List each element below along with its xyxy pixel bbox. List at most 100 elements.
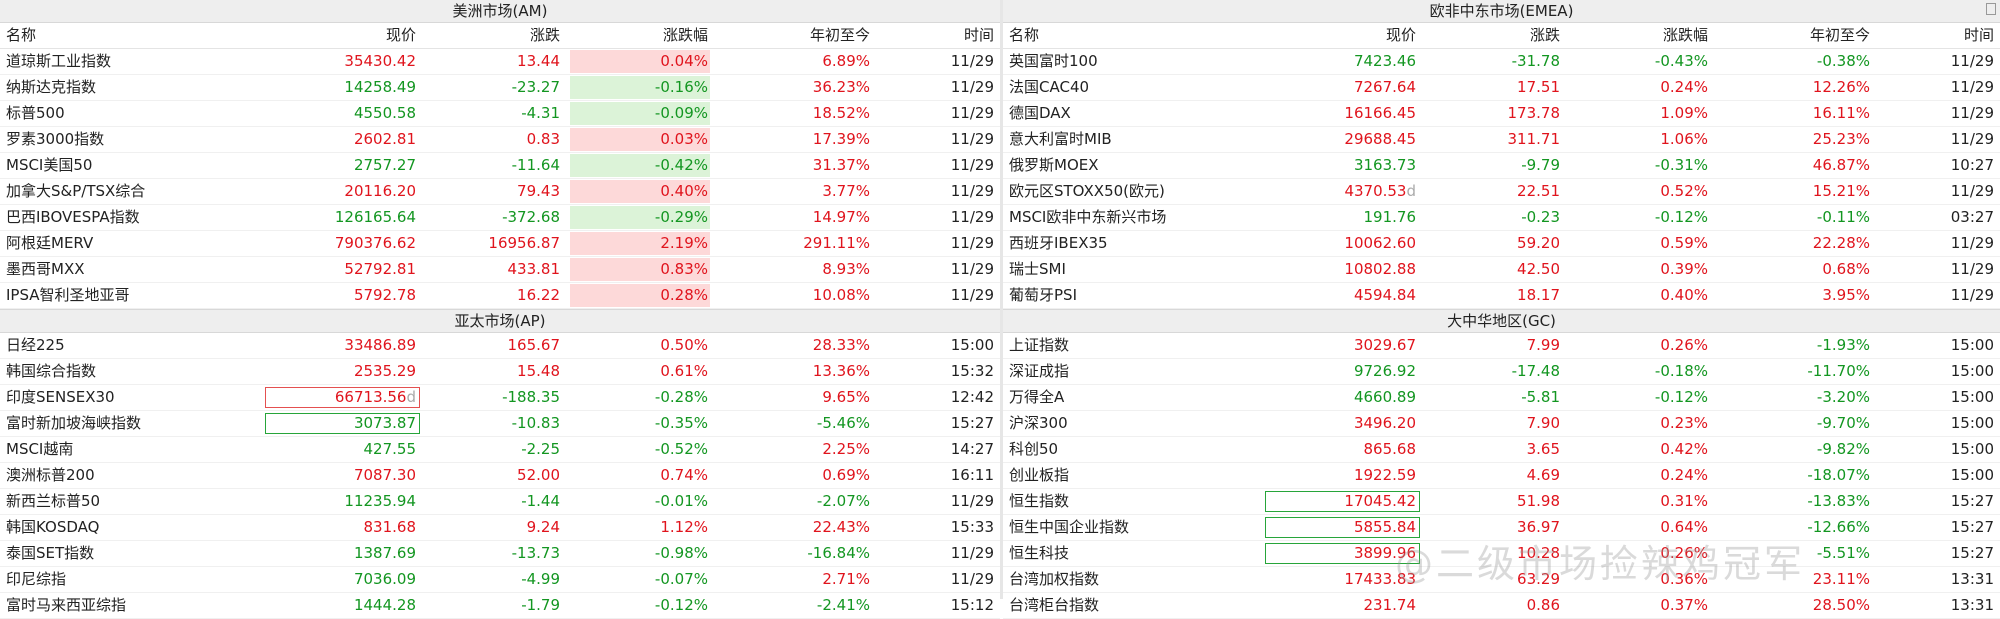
table-row[interactable]: 英国富时100 7423.46 -31.78 -0.43% -0.38% 11/29 [1003, 49, 2000, 75]
cell-time: 11/29 [950, 286, 994, 304]
cell-time: 15:00 [1950, 336, 1994, 354]
cell-name: 印尼综指 [6, 570, 67, 588]
cell-price: 11235.94 [344, 492, 416, 510]
cell-time: 15:00 [1950, 414, 1994, 432]
cell-name: 印度SENSEX30 [6, 388, 115, 406]
header-price[interactable]: 现价 [1385, 26, 1416, 44]
table-row[interactable]: 富时新加坡海峡指数 3073.87 -10.83 -0.35% -5.46% 15:27 [0, 411, 1000, 437]
header-name[interactable]: 名称 [1009, 26, 1040, 44]
header-name[interactable]: 名称 [6, 26, 37, 44]
table-row[interactable]: 欧元区STOXX50(欧元) 4370.53d 22.51 0.52% 15.21% 11… [1003, 179, 2000, 205]
table-row[interactable]: 富时马来西亚综指 1444.28 -1.79 -0.12% -2.41% 15:12 [0, 593, 1000, 619]
cell-name: 台湾柜台指数 [1009, 596, 1100, 614]
cell-time: 11/29 [950, 52, 994, 70]
cell-time: 15:27 [1950, 544, 1994, 562]
table-row[interactable]: 恒生指数 17045.42 51.98 0.31% -13.83% 15:27 [1003, 489, 2000, 515]
header-time[interactable]: 时间 [1963, 26, 1994, 44]
cell-change: 7.99 [1526, 336, 1560, 354]
left-panel: 美洲市场(AM) 名称 现价 涨跌 涨跌幅 年初至今 时间 道琼斯工业指数 354… [0, 0, 1000, 619]
cell-price: 191.76 [1363, 208, 1417, 226]
table-row[interactable]: 阿根廷MERV 790376.62 16956.87 2.19% 291.11% 11/2… [0, 231, 1000, 257]
cell-pct: 0.83% [660, 260, 708, 278]
price-flash-box [265, 387, 420, 408]
table-row[interactable]: 日经225 33486.89 165.67 0.50% 28.33% 15:00 [0, 333, 1000, 359]
price-flash-box [1265, 543, 1420, 564]
table-row[interactable]: MSCI越南 427.55 -2.25 -0.52% 2.25% 14:27 [0, 437, 1000, 463]
table-row[interactable]: 法国CAC40 7267.64 17.51 0.24% 12.26% 11/29 [1003, 75, 2000, 101]
table-row[interactable]: 恒生中国企业指数 5855.84 36.97 0.64% -12.66% 15:27 [1003, 515, 2000, 541]
table-row[interactable]: 创业板指 1922.59 4.69 0.24% -18.07% 15:00 [1003, 463, 2000, 489]
cell-change: 42.50 [1517, 260, 1560, 278]
table-am: 道琼斯工业指数 35430.42 13.44 0.04% 6.89% 11/29 纳斯达克指… [0, 49, 1000, 309]
cell-change: -10.83 [511, 414, 560, 432]
cell-price: 5792.78 [353, 286, 416, 304]
table-row[interactable]: 西班牙IBEX35 10062.60 59.20 0.59% 22.28% 11/29 [1003, 231, 2000, 257]
price-flash-box [265, 413, 420, 434]
table-row[interactable]: MSCI美国50 2757.27 -11.64 -0.42% 31.37% 11/29 [0, 153, 1000, 179]
header-change[interactable]: 涨跌 [1529, 26, 1560, 44]
table-row[interactable]: 沪深300 3496.20 7.90 0.23% -9.70% 15:00 [1003, 411, 2000, 437]
table-row[interactable]: 韩国KOSDAQ 831.68 9.24 1.12% 22.43% 15:33 [0, 515, 1000, 541]
cell-change: 22.51 [1517, 182, 1560, 200]
table-row[interactable]: 澳洲标普200 7087.30 52.00 0.74% 0.69% 16:11 [0, 463, 1000, 489]
cell-name: 科创50 [1009, 440, 1059, 458]
table-row[interactable]: 道琼斯工业指数 35430.42 13.44 0.04% 6.89% 11/29 [0, 49, 1000, 75]
header-time[interactable]: 时间 [963, 26, 994, 44]
cell-change: 59.20 [1517, 234, 1560, 252]
header-change[interactable]: 涨跌 [529, 26, 560, 44]
table-row[interactable]: 印度SENSEX30 66713.56d -188.35 -0.28% 9.65% 12:… [0, 385, 1000, 411]
cell-change: 311.71 [1507, 130, 1561, 148]
cell-name: 英国富时100 [1009, 52, 1098, 70]
table-row[interactable]: 新西兰标普50 11235.94 -1.44 -0.01% -2.07% 11/29 [0, 489, 1000, 515]
table-row[interactable]: 俄罗斯MOEX 3163.73 -9.79 -0.31% 46.87% 10:27 [1003, 153, 2000, 179]
cell-price: 2757.27 [353, 156, 416, 174]
header-price[interactable]: 现价 [385, 26, 416, 44]
table-row[interactable]: 深证成指 9726.92 -17.48 -0.18% -11.70% 15:00 [1003, 359, 2000, 385]
table-row[interactable]: 印尼综指 7036.09 -4.99 -0.07% 2.71% 11/29 [0, 567, 1000, 593]
table-row[interactable]: 泰国SET指数 1387.69 -13.73 -0.98% -16.84% 11/29 [0, 541, 1000, 567]
table-row[interactable]: 科创50 865.68 3.65 0.42% -9.82% 15:00 [1003, 437, 2000, 463]
cell-ytd: 28.33% [812, 336, 870, 354]
table-row[interactable]: 台湾柜台指数 231.74 0.86 0.37% 28.50% 13:31 [1003, 593, 2000, 619]
restore-window-icon[interactable] [1986, 3, 1996, 15]
table-row[interactable]: 葡萄牙PSI 4594.84 18.17 0.40% 3.95% 11/29 [1003, 283, 2000, 309]
table-row[interactable]: 瑞士SMI 10802.88 42.50 0.39% 0.68% 11/29 [1003, 257, 2000, 283]
cell-pct: 0.50% [660, 336, 708, 354]
table-row[interactable]: 墨西哥MXX 52792.81 433.81 0.83% 8.93% 11/29 [0, 257, 1000, 283]
cell-name: 上证指数 [1009, 336, 1070, 354]
price-value: 4370.53 [1344, 182, 1407, 200]
cell-pct: -0.43% [1654, 52, 1708, 70]
header-pct[interactable]: 涨跌幅 [662, 26, 708, 44]
cell-name: MSCI越南 [6, 440, 74, 458]
panel-divider[interactable] [1000, 0, 1003, 599]
table-row[interactable]: 恒生科技 3899.96 10.28 0.26% -5.51% 15:27 [1003, 541, 2000, 567]
table-row[interactable]: 万得全A 4660.89 -5.81 -0.12% -3.20% 15:00 [1003, 385, 2000, 411]
table-header[interactable]: 名称 现价 涨跌 涨跌幅 年初至今 时间 [0, 23, 1000, 49]
cell-ytd: 22.43% [812, 518, 870, 536]
table-row[interactable]: MSCI欧非中东新兴市场 191.76 -0.23 -0.12% -0.11% 03:27 [1003, 205, 2000, 231]
table-row[interactable]: 上证指数 3029.67 7.99 0.26% -1.93% 15:00 [1003, 333, 2000, 359]
table-row[interactable]: 德国DAX 16166.45 173.78 1.09% 16.11% 11/29 [1003, 101, 2000, 127]
cell-ytd: 12.26% [1812, 78, 1870, 96]
table-row[interactable]: 意大利富时MIB 29688.45 311.71 1.06% 25.23% 11/29 [1003, 127, 2000, 153]
table-row[interactable]: 标普500 4550.58 -4.31 -0.09% 18.52% 11/29 [0, 101, 1000, 127]
header-pct[interactable]: 涨跌幅 [1662, 26, 1708, 44]
table-row[interactable]: 纳斯达克指数 14258.49 -23.27 -0.16% 36.23% 11/29 [0, 75, 1000, 101]
table-row[interactable]: IPSA智利圣地亚哥 5792.78 16.22 0.28% 10.08% 11/29 [0, 283, 1000, 309]
table-row[interactable]: 罗素3000指数 2602.81 0.83 0.03% 17.39% 11/29 [0, 127, 1000, 153]
table-header[interactable]: 名称 现价 涨跌 涨跌幅 年初至今 时间 [1003, 23, 2000, 49]
header-ytd[interactable]: 年初至今 [1809, 26, 1870, 44]
cell-price: 4594.84 [1353, 286, 1416, 304]
table-row[interactable]: 韩国综合指数 2535.29 15.48 0.61% 13.36% 15:32 [0, 359, 1000, 385]
cell-name: 标普500 [6, 104, 65, 122]
table-row[interactable]: 台湾加权指数 17433.83 63.29 0.36% 23.11% 13:31 [1003, 567, 2000, 593]
table-row[interactable]: 加拿大S&P/TSX综合 20116.20 79.43 0.40% 3.77% 11/29 [0, 179, 1000, 205]
cell-ytd: -9.70% [1816, 414, 1870, 432]
cell-name: 台湾加权指数 [1009, 570, 1100, 588]
cell-change: 9.24 [526, 518, 560, 536]
header-ytd[interactable]: 年初至今 [809, 26, 870, 44]
cell-price: 52792.81 [344, 260, 416, 278]
cell-pct: 0.39% [1660, 260, 1708, 278]
section-title-gc: 大中华地区(GC) [1003, 309, 2000, 333]
table-row[interactable]: 巴西IBOVESPA指数 126165.64 -372.68 -0.29% 14.97%… [0, 205, 1000, 231]
